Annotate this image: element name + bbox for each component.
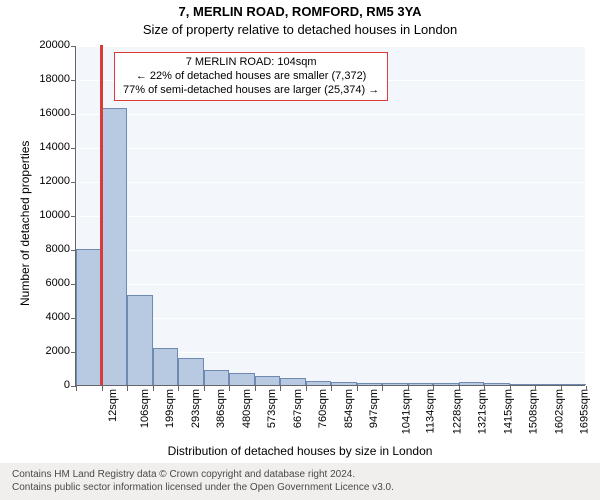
x-tick-label: 573sqm: [266, 389, 278, 428]
x-tick-label: 12sqm: [107, 389, 119, 422]
x-tick-mark: [408, 386, 409, 391]
gridline: [76, 250, 585, 251]
x-tick-label: 1134sqm: [424, 389, 436, 433]
y-tick-label: 0: [64, 379, 76, 391]
histogram-bar: [484, 383, 510, 385]
histogram-bar: [357, 383, 383, 385]
y-tick-mark: [71, 182, 76, 183]
y-tick-label: 10000: [39, 209, 76, 221]
histogram-bar: [382, 383, 408, 385]
x-tick-mark: [357, 386, 358, 391]
attribution-box: Contains HM Land Registry data © Crown c…: [0, 463, 600, 500]
x-axis-label: Distribution of detached houses by size …: [0, 444, 600, 458]
x-tick-label: 1415sqm: [502, 389, 514, 434]
annotation-line: 7 MERLIN ROAD: 104sqm: [123, 56, 379, 70]
histogram-bar: [102, 108, 128, 385]
chart-title: 7, MERLIN ROAD, ROMFORD, RM5 3YA: [0, 4, 600, 19]
x-tick-label: 760sqm: [317, 389, 329, 428]
y-tick-label: 12000: [39, 175, 76, 187]
x-tick-mark: [561, 386, 562, 391]
x-tick-mark: [204, 386, 205, 391]
histogram-bar: [255, 376, 281, 385]
histogram-bar: [127, 295, 153, 385]
histogram-bar: [153, 348, 179, 385]
annotation-line: ← 22% of detached houses are smaller (7,…: [123, 70, 379, 84]
x-tick-mark: [459, 386, 460, 391]
x-tick-label: 947sqm: [368, 389, 380, 428]
attribution-line: Contains public sector information licen…: [12, 482, 588, 495]
y-tick-label: 4000: [46, 311, 76, 323]
x-tick-label: 386sqm: [215, 389, 227, 428]
x-tick-label: 1602sqm: [553, 389, 565, 434]
y-tick-mark: [71, 46, 76, 47]
attribution-line: Contains HM Land Registry data © Crown c…: [12, 469, 588, 482]
x-tick-mark: [586, 386, 587, 391]
histogram-bar: [459, 382, 485, 385]
y-tick-label: 6000: [46, 277, 76, 289]
gridline: [76, 284, 585, 285]
x-tick-mark: [484, 386, 485, 391]
histogram-bar: [510, 384, 536, 385]
gridline: [76, 216, 585, 217]
y-tick-mark: [71, 216, 76, 217]
x-tick-mark: [280, 386, 281, 391]
histogram-bar: [408, 383, 434, 385]
x-tick-mark: [153, 386, 154, 391]
x-tick-label: 1695sqm: [578, 389, 590, 434]
x-tick-mark: [382, 386, 383, 391]
x-tick-label: 1321sqm: [476, 389, 488, 434]
chart-container: 7, MERLIN ROAD, ROMFORD, RM5 3YA Size of…: [0, 0, 600, 500]
x-tick-mark: [229, 386, 230, 391]
highlight-marker: [100, 45, 103, 385]
chart-subtitle: Size of property relative to detached ho…: [0, 22, 600, 37]
annotation-line: 77% of semi-detached houses are larger (…: [123, 84, 379, 98]
y-tick-label: 16000: [39, 107, 76, 119]
x-tick-label: 854sqm: [343, 389, 355, 428]
histogram-bar: [178, 358, 204, 385]
y-tick-mark: [71, 80, 76, 81]
histogram-bar: [306, 381, 332, 385]
histogram-bar: [535, 384, 561, 385]
annotation-box: 7 MERLIN ROAD: 104sqm← 22% of detached h…: [114, 52, 388, 101]
histogram-bar: [433, 383, 459, 385]
y-axis-label: Number of detached properties: [18, 141, 32, 306]
gridline: [76, 148, 585, 149]
x-tick-mark: [433, 386, 434, 391]
y-tick-label: 18000: [39, 73, 76, 85]
histogram-bar: [561, 384, 587, 385]
x-tick-mark: [255, 386, 256, 391]
gridline: [76, 114, 585, 115]
x-tick-mark: [510, 386, 511, 391]
histogram-bar: [76, 249, 102, 385]
x-tick-mark: [127, 386, 128, 391]
x-tick-mark: [331, 386, 332, 391]
histogram-bar: [204, 370, 230, 385]
x-tick-label: 1041sqm: [400, 389, 412, 434]
x-tick-mark: [102, 386, 103, 391]
y-tick-label: 8000: [46, 243, 76, 255]
x-tick-label: 199sqm: [164, 389, 176, 428]
x-tick-mark: [535, 386, 536, 391]
histogram-bar: [280, 378, 306, 385]
y-tick-label: 20000: [39, 39, 76, 51]
y-tick-label: 2000: [46, 345, 76, 357]
x-tick-label: 480sqm: [241, 389, 253, 428]
y-tick-mark: [71, 114, 76, 115]
plot-area: 0200040006000800010000120001400016000180…: [75, 46, 585, 386]
x-tick-label: 1508sqm: [527, 389, 539, 434]
y-tick-mark: [71, 148, 76, 149]
x-tick-mark: [76, 386, 77, 391]
gridline: [76, 46, 585, 47]
x-tick-label: 667sqm: [292, 389, 304, 428]
x-tick-label: 106sqm: [139, 389, 151, 428]
histogram-bar: [229, 373, 255, 385]
gridline: [76, 182, 585, 183]
histogram-bar: [331, 382, 357, 385]
x-tick-mark: [178, 386, 179, 391]
x-tick-mark: [306, 386, 307, 391]
x-tick-label: 1228sqm: [451, 389, 463, 434]
x-tick-label: 293sqm: [190, 389, 202, 428]
y-tick-label: 14000: [39, 141, 76, 153]
